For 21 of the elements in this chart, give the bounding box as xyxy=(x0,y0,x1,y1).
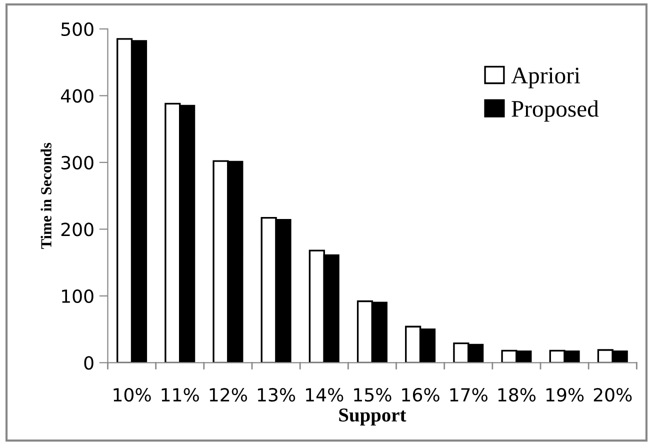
x-tick-label: 11% xyxy=(162,388,199,402)
y-tick-label: 200 xyxy=(61,222,94,236)
x-tick-label: 14% xyxy=(306,388,344,402)
x-tick-label: 12% xyxy=(210,388,248,402)
x-tick-label: 16% xyxy=(402,388,440,402)
x-axis-title: Support xyxy=(339,408,406,426)
y-tick-label: 0 xyxy=(84,356,94,370)
x-tick-label: 18% xyxy=(498,388,536,402)
y-tick-label: 400 xyxy=(60,89,94,103)
x-tick-label: 13% xyxy=(258,388,296,402)
y-tick-label: 300 xyxy=(61,156,94,170)
y-axis-title: Time in Seconds xyxy=(40,142,52,249)
x-tick-label: 15% xyxy=(354,388,392,402)
legend-label: Apriori xyxy=(511,68,580,88)
x-tick-label: 19% xyxy=(546,388,584,402)
x-tick-label: 17% xyxy=(450,388,488,402)
y-tick-label: 500 xyxy=(61,22,94,36)
x-tick-label: 20% xyxy=(594,388,632,402)
legend-label: Proposed xyxy=(512,100,599,122)
x-tick-label: 10% xyxy=(114,388,151,402)
y-tick-label: 100 xyxy=(62,289,94,304)
